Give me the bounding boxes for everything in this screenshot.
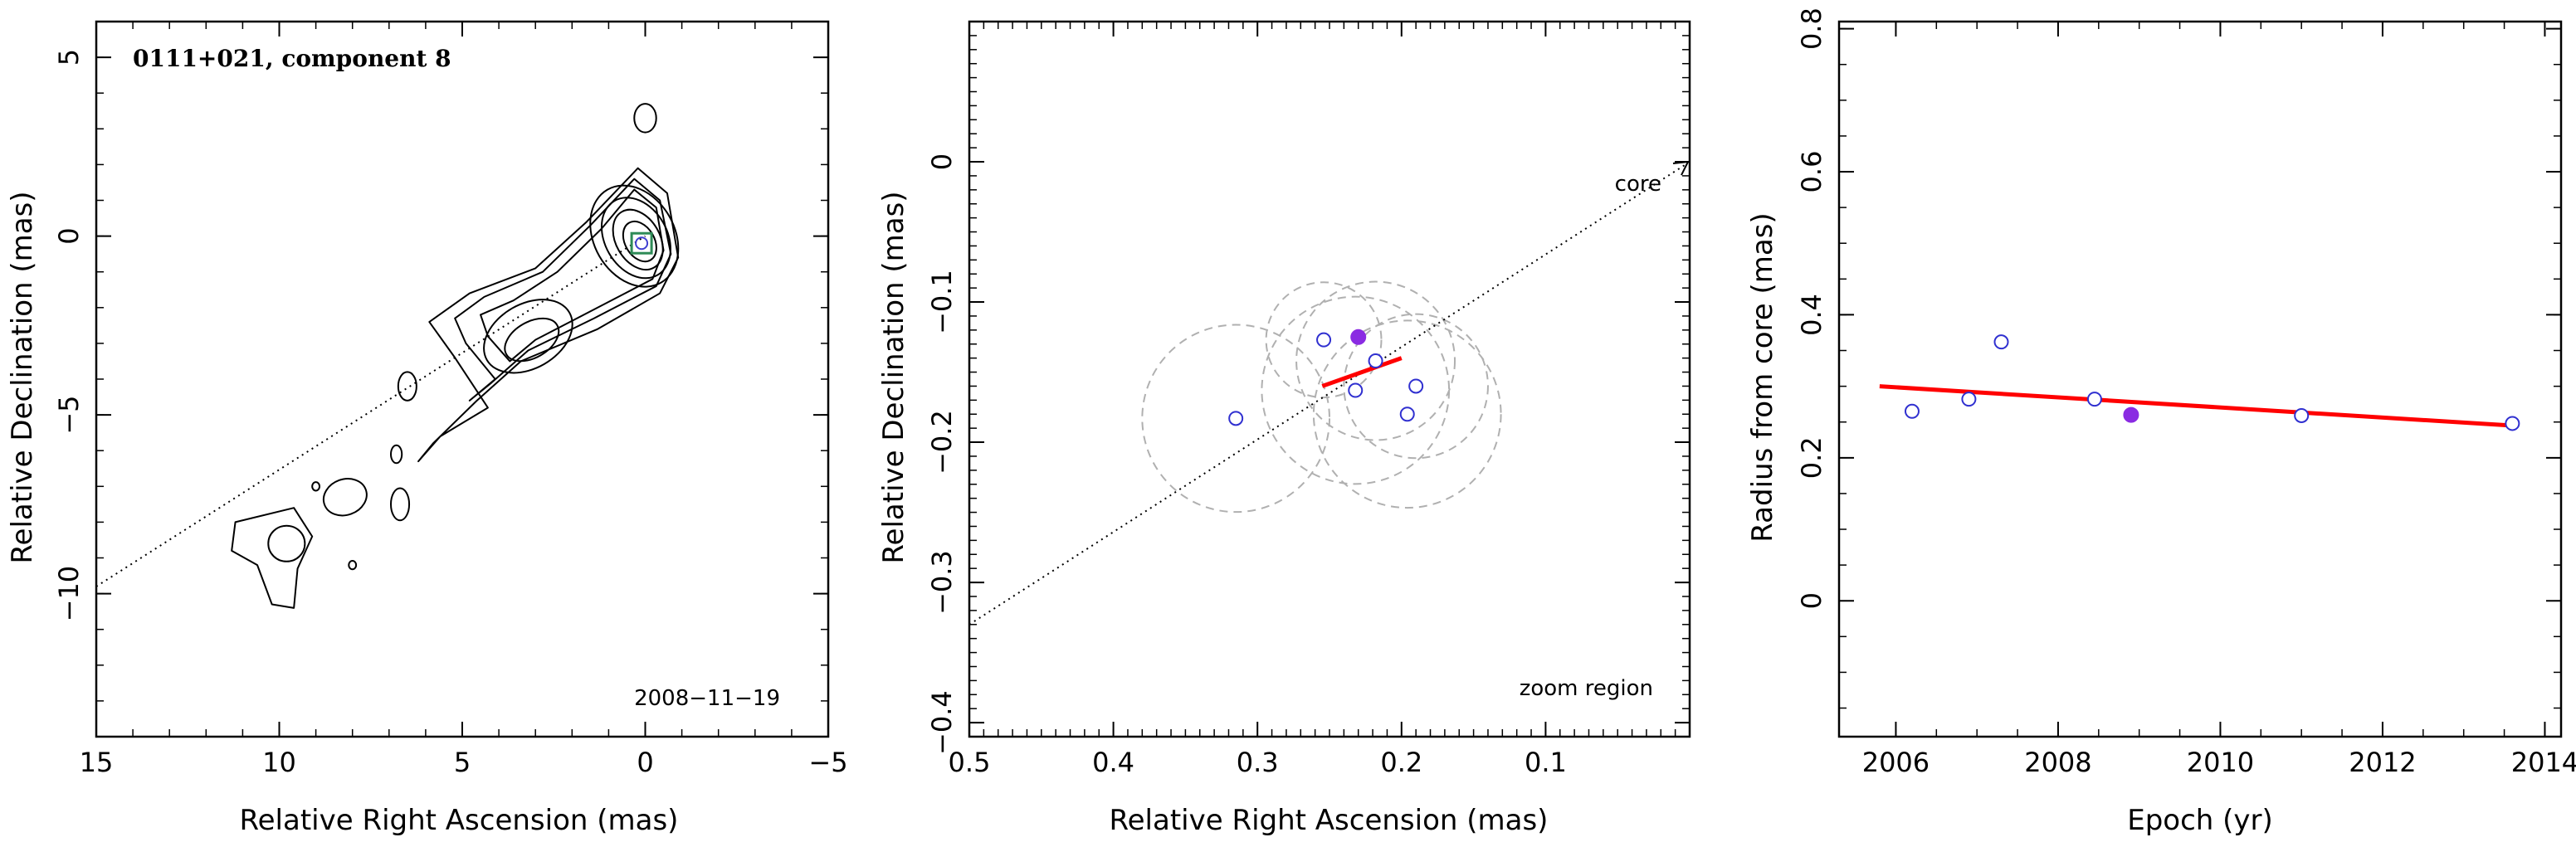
panel1-x-tick-label: 5 (454, 747, 471, 778)
panel2-frame (968, 20, 1691, 738)
panel3-y-tick-label: 0 (1796, 592, 1827, 609)
panel2-data-point-highlight (1350, 329, 1367, 345)
panel1-x-tick-label: 10 (262, 747, 296, 778)
panel1-y-tick-label: 0 (53, 227, 85, 244)
panel3-data-point (2294, 407, 2310, 423)
panel1-contour-lower-1 (231, 507, 314, 609)
panel-radius-vs-epoch: Epoch (yr) Radius from core (mas) 2006 20… (1746, 7, 2576, 837)
panel2-data-point (1399, 406, 1415, 422)
panel2-fit-segment (1321, 356, 1403, 388)
panel3-x-tick-label: 2010 (2187, 747, 2254, 778)
panel2-y-tick-label: −0.4 (926, 690, 958, 755)
panel-contour-map: 0111+021, component 8 2008−11−19 Relativ… (6, 20, 848, 837)
panel3-y-tick-label: 0.2 (1796, 436, 1827, 479)
panel2-beam-circle (1141, 324, 1331, 514)
panel3-x-tick-label: 2006 (1862, 747, 1930, 778)
panel3-data-point (2505, 416, 2520, 431)
panel1-contour-blob-c (390, 487, 411, 522)
panel1-contour-core-2 (600, 197, 671, 280)
panel2-core-direction-line (968, 164, 1686, 626)
panel1-contour-outer (417, 167, 680, 463)
panel2-y-tick-label: −0.2 (926, 410, 958, 475)
panel2-data-point (1368, 353, 1383, 369)
panel3-x-tick-label: 2012 (2349, 747, 2416, 778)
panel3-x-tick-label: 2014 (2511, 747, 2576, 778)
panel3-data-point (2086, 392, 2102, 407)
panel1-contour-knot-1 (483, 299, 573, 374)
panel2-data-point (1228, 411, 1244, 426)
panel1-contour-2 (454, 178, 672, 402)
panel2-y-axis-label: Relative Declination (mas) (877, 191, 910, 563)
panel1-title: 0111+021, component 8 (133, 45, 451, 72)
panel1-contour-blob-e (311, 481, 321, 492)
panel1-direction-line (95, 235, 646, 587)
panel2-beam-circle (1312, 319, 1502, 509)
panel3-frame (1837, 20, 2563, 738)
panel1-x-tick-label: 15 (80, 747, 114, 778)
panel2-data-point (1348, 382, 1364, 398)
panel1-frame (95, 20, 830, 738)
panel2-x-tick-label: 0.3 (1237, 747, 1279, 778)
panel1-contour-core-1 (589, 184, 680, 288)
panel2-x-tick-label: 0.4 (1092, 747, 1134, 778)
panel1-date-label: 2008−11−19 (634, 686, 780, 711)
panel1-contour-blob-a (397, 371, 417, 402)
panel2-x-axis-label: Relative Right Ascension (mas) (1110, 804, 1549, 837)
panel3-data-point (1904, 403, 1920, 419)
panel2-data-point (1408, 378, 1424, 394)
panel3-y-tick-label: 0.6 (1796, 151, 1827, 193)
panel1-contour-core-4 (622, 220, 657, 263)
panel2-y-tick-label: −0.3 (926, 550, 958, 615)
panel2-y-tick-label: 0 (926, 153, 958, 170)
panel1-contour-lower-2 (267, 524, 306, 562)
panel2-data-point (1316, 332, 1332, 348)
panel2-beam-circle (1343, 313, 1489, 460)
panel3-y-tick-label: 0.4 (1796, 294, 1827, 336)
panel1-contour-blob-f (348, 559, 358, 571)
panel1-component-box (630, 231, 653, 255)
panel2-x-tick-label: 0.2 (1380, 747, 1422, 778)
panel1-contour-blob-b (390, 444, 403, 465)
panel1-contour-blob-d (322, 478, 368, 517)
panel2-x-tick-label: 0.5 (949, 747, 991, 778)
panel3-x-axis-label: Epoch (yr) (2127, 804, 2273, 837)
panel1-contours (231, 103, 680, 609)
panel2-y-tick-label: −0.1 (926, 270, 958, 334)
panel2-beam-circle (1265, 281, 1383, 399)
panel2-x-tick-label: 0.1 (1525, 747, 1567, 778)
panel3-data-point-highlight (2123, 406, 2139, 423)
panel1-y-tick-label: −10 (53, 566, 85, 622)
panel1-x-tick-label: 0 (637, 747, 653, 778)
panel1-contour-knot-2 (504, 317, 560, 363)
panel2-core-arrowhead (1672, 160, 1690, 176)
panel1-contour-3 (480, 188, 665, 363)
panel1-y-tick-label: 5 (53, 49, 85, 66)
panel3-fit-line (1879, 384, 2513, 428)
panel1-x-tick-label: −5 (808, 747, 847, 778)
panel3-y-axis-label: Radius from core (mas) (1746, 212, 1779, 542)
panel1-contour-blob-top (633, 103, 657, 134)
panel2-beam-circle (1295, 280, 1456, 441)
panel1-y-tick-label: −5 (53, 396, 85, 435)
panel1-y-axis-label: Relative Declination (mas) (6, 191, 39, 563)
panel3-y-tick-label: 0.8 (1796, 7, 1827, 50)
panel1-x-axis-label: Relative Right Ascension (mas) (240, 804, 679, 837)
panel1-component-marker (635, 236, 649, 251)
panel3-data-point (1993, 334, 2009, 350)
panel3-x-tick-label: 2008 (2024, 747, 2091, 778)
panel-zoom-region: core zoom region Relative Right Ascensio… (877, 20, 1691, 837)
panel3-data-point (1961, 392, 1977, 407)
panel2-zoom-annotation: zoom region (1520, 676, 1653, 701)
panel1-contour-core-3 (612, 208, 664, 271)
